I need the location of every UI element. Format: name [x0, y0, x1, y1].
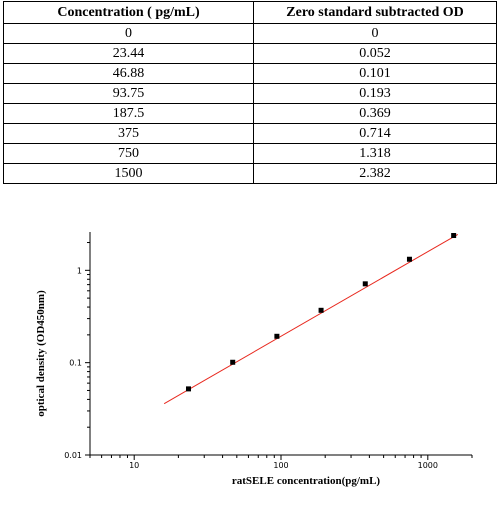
table-header-row: Concentration ( pg/mL) Zero standard sub… [3, 1, 497, 24]
table-row: 750 1.318 [3, 143, 497, 164]
concentration-cell: 46.88 [3, 63, 254, 84]
table-row: 23.44 0.052 [3, 43, 497, 64]
data-point [186, 386, 192, 392]
od-cell: 2.382 [253, 163, 497, 184]
od-cell: 0 [253, 23, 497, 44]
od-cell: 0.193 [253, 83, 497, 104]
data-point [406, 256, 412, 262]
od-cell: 0.052 [253, 43, 497, 64]
header-concentration: Concentration ( pg/mL) [3, 1, 254, 24]
header-od: Zero standard subtracted OD [253, 1, 497, 24]
data-point [451, 233, 457, 239]
table-row: 93.75 0.193 [3, 83, 497, 104]
standard-curve-chart: 10 100 1000 0.01 0.1 1 ratSELE concentration(… [0, 212, 499, 512]
data-points-layer [186, 233, 457, 392]
x-tick-label: 100 [273, 461, 288, 470]
chart-canvas: 10 100 1000 0.01 0.1 1 ratSELE concentration(… [35, 232, 473, 487]
data-point [362, 281, 368, 287]
x-tick-label: 1000 [418, 461, 438, 470]
concentration-cell: 0 [3, 23, 254, 44]
y-tick-label: 1 [77, 266, 82, 275]
table-row: 187.5 0.369 [3, 103, 497, 124]
concentration-cell: 750 [3, 143, 254, 164]
fit-line [163, 233, 459, 405]
x-axis-title: ratSELE concentration(pg/mL) [232, 475, 381, 487]
data-point [274, 333, 280, 339]
axis-labels-layer: ratSELE concentration(pg/mL) optical den… [35, 290, 380, 487]
concentration-cell: 1500 [3, 163, 254, 184]
y-tick-label: 0.01 [64, 451, 82, 460]
table-row: 375 0.714 [3, 123, 497, 144]
concentration-cell: 375 [3, 123, 254, 144]
fit-line-layer [163, 233, 459, 405]
y-tick-label: 0.1 [69, 359, 82, 368]
table-row: 46.88 0.101 [3, 63, 497, 84]
od-cell: 0.714 [253, 123, 497, 144]
od-cell: 0.369 [253, 103, 497, 124]
table-row: 1500 2.382 [3, 163, 497, 184]
concentration-cell: 187.5 [3, 103, 254, 124]
concentration-cell: 23.44 [3, 43, 254, 64]
data-point [318, 307, 324, 313]
concentration-cell: 93.75 [3, 83, 254, 104]
y-axis-title: optical density (OD450nm) [35, 290, 47, 417]
x-tick-label: 10 [129, 461, 139, 470]
od-cell: 1.318 [253, 143, 497, 164]
standard-curve-table: Concentration ( pg/mL) Zero standard sub… [3, 1, 497, 184]
data-point [230, 359, 236, 365]
axes: 10 100 1000 0.01 0.1 1 [64, 232, 473, 470]
od-cell: 0.101 [253, 63, 497, 84]
table-row: 0 0 [3, 23, 497, 44]
